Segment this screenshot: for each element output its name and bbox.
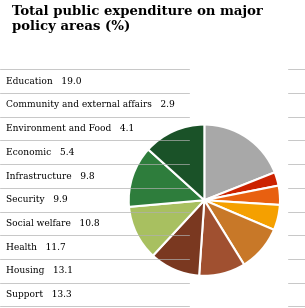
Wedge shape [129, 149, 204, 207]
Wedge shape [148, 124, 204, 200]
Text: Support   13.3: Support 13.3 [6, 290, 72, 299]
Text: Infrastructure   9.8: Infrastructure 9.8 [6, 172, 95, 180]
Wedge shape [204, 200, 274, 265]
Wedge shape [204, 185, 280, 205]
Text: Total public expenditure on major
policy areas (%): Total public expenditure on major policy… [12, 5, 263, 33]
Wedge shape [129, 200, 204, 256]
Wedge shape [153, 200, 204, 276]
Text: Health   11.7: Health 11.7 [6, 243, 66, 252]
Wedge shape [204, 200, 280, 230]
Text: Environment and Food   4.1: Environment and Food 4.1 [6, 124, 134, 133]
Text: Education   19.0: Education 19.0 [6, 77, 82, 86]
Wedge shape [199, 200, 244, 276]
Text: Community and external affairs   2.9: Community and external affairs 2.9 [6, 100, 175, 109]
Text: Security   9.9: Security 9.9 [6, 195, 68, 204]
Text: Social welfare   10.8: Social welfare 10.8 [6, 219, 100, 228]
Text: Economic   5.4: Economic 5.4 [6, 148, 74, 157]
Wedge shape [204, 172, 278, 200]
Wedge shape [204, 124, 275, 200]
Text: Housing   13.1: Housing 13.1 [6, 266, 73, 275]
